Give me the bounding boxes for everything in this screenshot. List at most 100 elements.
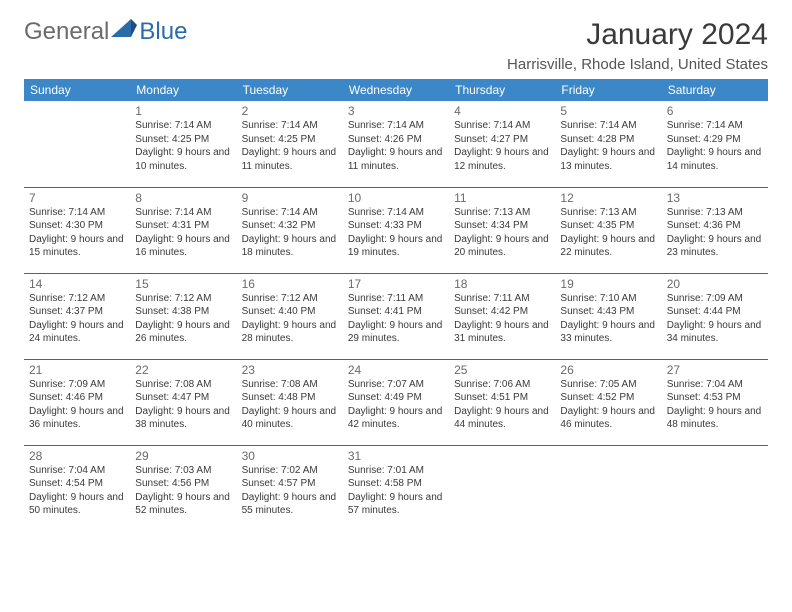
weekday-header: Thursday xyxy=(449,79,555,101)
weekday-header: Tuesday xyxy=(237,79,343,101)
calendar-day-cell: 22Sunrise: 7:08 AMSunset: 4:47 PMDayligh… xyxy=(130,359,236,445)
day-info: Sunrise: 7:14 AMSunset: 4:33 PMDaylight:… xyxy=(348,206,444,260)
day-info: Sunrise: 7:14 AMSunset: 4:32 PMDaylight:… xyxy=(242,206,338,260)
day-number: 17 xyxy=(348,277,444,291)
calendar-week-row: 14Sunrise: 7:12 AMSunset: 4:37 PMDayligh… xyxy=(24,273,768,359)
calendar-day-cell: 6Sunrise: 7:14 AMSunset: 4:29 PMDaylight… xyxy=(662,101,768,187)
day-info: Sunrise: 7:09 AMSunset: 4:44 PMDaylight:… xyxy=(667,292,763,346)
header: General Blue January 2024 Harrisville, R… xyxy=(24,18,768,73)
day-info: Sunrise: 7:10 AMSunset: 4:43 PMDaylight:… xyxy=(560,292,656,346)
brand-logo: General Blue xyxy=(24,18,187,46)
day-number: 25 xyxy=(454,363,550,377)
day-info: Sunrise: 7:11 AMSunset: 4:42 PMDaylight:… xyxy=(454,292,550,346)
calendar-day-cell: 26Sunrise: 7:05 AMSunset: 4:52 PMDayligh… xyxy=(555,359,661,445)
day-number: 9 xyxy=(242,191,338,205)
day-number: 8 xyxy=(135,191,231,205)
day-number: 10 xyxy=(348,191,444,205)
day-number: 18 xyxy=(454,277,550,291)
calendar-day-cell: 10Sunrise: 7:14 AMSunset: 4:33 PMDayligh… xyxy=(343,187,449,273)
day-number: 13 xyxy=(667,191,763,205)
calendar-day-cell: 5Sunrise: 7:14 AMSunset: 4:28 PMDaylight… xyxy=(555,101,661,187)
day-info: Sunrise: 7:14 AMSunset: 4:30 PMDaylight:… xyxy=(29,206,125,260)
calendar-day-cell: 29Sunrise: 7:03 AMSunset: 4:56 PMDayligh… xyxy=(130,445,236,531)
day-number: 15 xyxy=(135,277,231,291)
calendar-day-cell: 11Sunrise: 7:13 AMSunset: 4:34 PMDayligh… xyxy=(449,187,555,273)
calendar-day-cell: 2Sunrise: 7:14 AMSunset: 4:25 PMDaylight… xyxy=(237,101,343,187)
calendar-week-row: 1Sunrise: 7:14 AMSunset: 4:25 PMDaylight… xyxy=(24,101,768,187)
calendar-week-row: 28Sunrise: 7:04 AMSunset: 4:54 PMDayligh… xyxy=(24,445,768,531)
day-number: 19 xyxy=(560,277,656,291)
calendar-day-cell: 14Sunrise: 7:12 AMSunset: 4:37 PMDayligh… xyxy=(24,273,130,359)
day-info: Sunrise: 7:14 AMSunset: 4:31 PMDaylight:… xyxy=(135,206,231,260)
location-text: Harrisville, Rhode Island, United States xyxy=(507,56,768,73)
month-title: January 2024 xyxy=(507,18,768,52)
brand-general: General xyxy=(24,18,109,46)
calendar-empty-cell xyxy=(662,445,768,531)
day-number: 6 xyxy=(667,104,763,118)
day-info: Sunrise: 7:12 AMSunset: 4:40 PMDaylight:… xyxy=(242,292,338,346)
weekday-row: SundayMondayTuesdayWednesdayThursdayFrid… xyxy=(24,79,768,101)
day-number: 11 xyxy=(454,191,550,205)
day-info: Sunrise: 7:11 AMSunset: 4:41 PMDaylight:… xyxy=(348,292,444,346)
day-info: Sunrise: 7:02 AMSunset: 4:57 PMDaylight:… xyxy=(242,464,338,518)
weekday-header: Saturday xyxy=(662,79,768,101)
day-number: 16 xyxy=(242,277,338,291)
calendar-day-cell: 23Sunrise: 7:08 AMSunset: 4:48 PMDayligh… xyxy=(237,359,343,445)
day-number: 23 xyxy=(242,363,338,377)
day-number: 27 xyxy=(667,363,763,377)
day-number: 31 xyxy=(348,449,444,463)
day-number: 12 xyxy=(560,191,656,205)
day-info: Sunrise: 7:07 AMSunset: 4:49 PMDaylight:… xyxy=(348,378,444,432)
day-info: Sunrise: 7:14 AMSunset: 4:28 PMDaylight:… xyxy=(560,119,656,173)
day-info: Sunrise: 7:08 AMSunset: 4:47 PMDaylight:… xyxy=(135,378,231,432)
day-info: Sunrise: 7:14 AMSunset: 4:27 PMDaylight:… xyxy=(454,119,550,173)
day-info: Sunrise: 7:06 AMSunset: 4:51 PMDaylight:… xyxy=(454,378,550,432)
brand-blue: Blue xyxy=(139,18,187,46)
calendar-empty-cell xyxy=(449,445,555,531)
weekday-header: Wednesday xyxy=(343,79,449,101)
day-info: Sunrise: 7:14 AMSunset: 4:25 PMDaylight:… xyxy=(135,119,231,173)
calendar-day-cell: 17Sunrise: 7:11 AMSunset: 4:41 PMDayligh… xyxy=(343,273,449,359)
day-number: 22 xyxy=(135,363,231,377)
brand-triangle-icon xyxy=(111,18,137,46)
day-number: 26 xyxy=(560,363,656,377)
day-info: Sunrise: 7:13 AMSunset: 4:36 PMDaylight:… xyxy=(667,206,763,260)
day-info: Sunrise: 7:13 AMSunset: 4:34 PMDaylight:… xyxy=(454,206,550,260)
day-info: Sunrise: 7:03 AMSunset: 4:56 PMDaylight:… xyxy=(135,464,231,518)
calendar-day-cell: 12Sunrise: 7:13 AMSunset: 4:35 PMDayligh… xyxy=(555,187,661,273)
calendar-day-cell: 28Sunrise: 7:04 AMSunset: 4:54 PMDayligh… xyxy=(24,445,130,531)
day-info: Sunrise: 7:13 AMSunset: 4:35 PMDaylight:… xyxy=(560,206,656,260)
calendar-day-cell: 18Sunrise: 7:11 AMSunset: 4:42 PMDayligh… xyxy=(449,273,555,359)
calendar-head: SundayMondayTuesdayWednesdayThursdayFrid… xyxy=(24,79,768,101)
day-info: Sunrise: 7:08 AMSunset: 4:48 PMDaylight:… xyxy=(242,378,338,432)
day-number: 24 xyxy=(348,363,444,377)
calendar-empty-cell xyxy=(555,445,661,531)
day-number: 4 xyxy=(454,104,550,118)
calendar-day-cell: 20Sunrise: 7:09 AMSunset: 4:44 PMDayligh… xyxy=(662,273,768,359)
calendar-day-cell: 31Sunrise: 7:01 AMSunset: 4:58 PMDayligh… xyxy=(343,445,449,531)
calendar-day-cell: 19Sunrise: 7:10 AMSunset: 4:43 PMDayligh… xyxy=(555,273,661,359)
weekday-header: Sunday xyxy=(24,79,130,101)
calendar-day-cell: 13Sunrise: 7:13 AMSunset: 4:36 PMDayligh… xyxy=(662,187,768,273)
day-info: Sunrise: 7:09 AMSunset: 4:46 PMDaylight:… xyxy=(29,378,125,432)
day-number: 14 xyxy=(29,277,125,291)
day-info: Sunrise: 7:14 AMSunset: 4:29 PMDaylight:… xyxy=(667,119,763,173)
calendar-day-cell: 16Sunrise: 7:12 AMSunset: 4:40 PMDayligh… xyxy=(237,273,343,359)
calendar-day-cell: 30Sunrise: 7:02 AMSunset: 4:57 PMDayligh… xyxy=(237,445,343,531)
day-number: 20 xyxy=(667,277,763,291)
day-number: 29 xyxy=(135,449,231,463)
day-info: Sunrise: 7:14 AMSunset: 4:26 PMDaylight:… xyxy=(348,119,444,173)
calendar-day-cell: 24Sunrise: 7:07 AMSunset: 4:49 PMDayligh… xyxy=(343,359,449,445)
day-number: 3 xyxy=(348,104,444,118)
day-info: Sunrise: 7:14 AMSunset: 4:25 PMDaylight:… xyxy=(242,119,338,173)
day-info: Sunrise: 7:04 AMSunset: 4:54 PMDaylight:… xyxy=(29,464,125,518)
day-number: 7 xyxy=(29,191,125,205)
weekday-header: Monday xyxy=(130,79,236,101)
day-number: 2 xyxy=(242,104,338,118)
calendar-empty-cell xyxy=(24,101,130,187)
day-number: 1 xyxy=(135,104,231,118)
weekday-header: Friday xyxy=(555,79,661,101)
day-info: Sunrise: 7:04 AMSunset: 4:53 PMDaylight:… xyxy=(667,378,763,432)
day-info: Sunrise: 7:12 AMSunset: 4:38 PMDaylight:… xyxy=(135,292,231,346)
day-info: Sunrise: 7:12 AMSunset: 4:37 PMDaylight:… xyxy=(29,292,125,346)
